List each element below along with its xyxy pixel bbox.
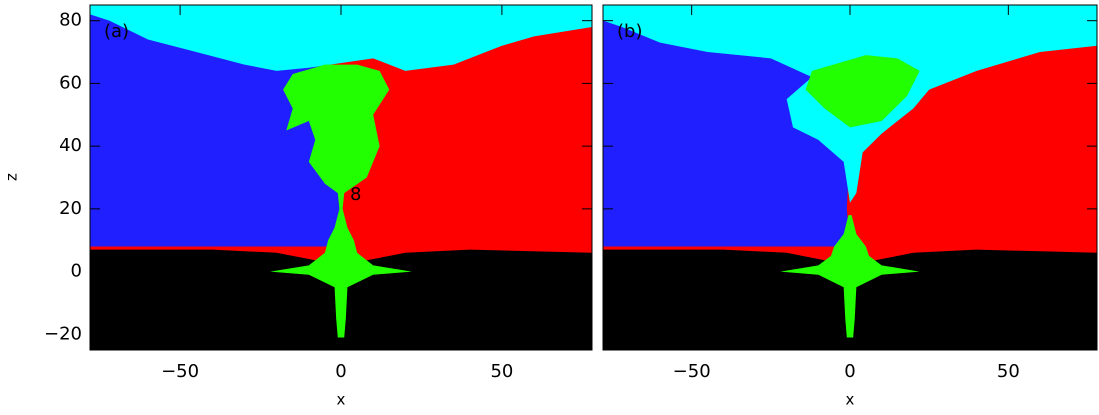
y-tick-label: 40: [59, 135, 82, 156]
x-tick-label: 0: [844, 361, 855, 382]
field-map-a: [90, 5, 592, 350]
panel-label: (a): [104, 21, 129, 42]
y-tick-label: 0: [71, 261, 82, 282]
x-axis-label: x: [337, 391, 346, 409]
y-tick-label: 60: [59, 72, 82, 93]
annotation: 8: [350, 184, 361, 205]
y-tick-label: 80: [59, 10, 82, 31]
field-map-b: [603, 5, 1097, 350]
x-tick-label: 50: [997, 361, 1020, 382]
y-tick-label: −20: [44, 323, 82, 344]
x-axis-label: x: [846, 391, 855, 409]
x-tick-label: −50: [161, 361, 199, 382]
panel-label: (b): [617, 21, 642, 42]
x-tick-label: −50: [673, 361, 711, 382]
x-tick-label: 50: [490, 361, 513, 382]
y-tick-label: 20: [59, 198, 82, 219]
y-axis-label: z: [3, 173, 21, 181]
x-tick-label: 0: [335, 361, 346, 382]
